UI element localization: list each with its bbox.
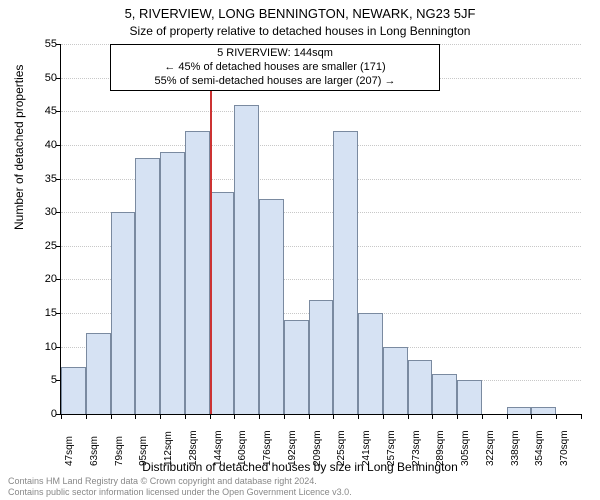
histogram-bar — [86, 333, 111, 414]
annotation-line1: 5 RIVERVIEW: 144sqm — [115, 47, 435, 61]
x-tick — [507, 414, 508, 419]
y-tick-label: 55 — [27, 38, 57, 50]
histogram-bar — [358, 313, 383, 414]
y-tick-label: 30 — [27, 206, 57, 218]
x-tick — [185, 414, 186, 419]
histogram-bar — [507, 407, 532, 414]
plot-area: 051015202530354045505547sqm63sqm79sqm95s… — [60, 44, 581, 415]
histogram-bar — [531, 407, 556, 414]
histogram-bar — [135, 158, 160, 414]
histogram-bar — [210, 192, 235, 414]
x-tick — [160, 414, 161, 419]
gridline — [61, 145, 581, 146]
histogram-bar — [160, 152, 185, 414]
histogram-bar — [284, 320, 309, 414]
y-tick-label: 20 — [27, 273, 57, 285]
x-tick — [556, 414, 557, 419]
chart-title-desc: Size of property relative to detached ho… — [0, 24, 600, 38]
annotation-line3: 55% of semi-detached houses are larger (… — [115, 75, 435, 89]
x-tick — [383, 414, 384, 419]
y-tick-label: 10 — [27, 341, 57, 353]
x-tick — [234, 414, 235, 419]
y-tick-label: 40 — [27, 139, 57, 151]
y-tick-label: 50 — [27, 72, 57, 84]
histogram-bar — [185, 131, 210, 414]
y-tick-label: 35 — [27, 173, 57, 185]
x-tick — [309, 414, 310, 419]
histogram-bar — [383, 347, 408, 414]
x-tick — [408, 414, 409, 419]
x-tick — [482, 414, 483, 419]
histogram-bar — [333, 131, 358, 414]
chart-title-address: 5, RIVERVIEW, LONG BENNINGTON, NEWARK, N… — [0, 6, 600, 21]
annotation-line2: ← 45% of detached houses are smaller (17… — [115, 61, 435, 75]
histogram-bar — [408, 360, 433, 414]
histogram-bar — [432, 374, 457, 414]
histogram-bar — [457, 380, 482, 414]
histogram-bar — [61, 367, 86, 414]
y-tick-label: 45 — [27, 105, 57, 117]
y-tick-label: 5 — [27, 374, 57, 386]
y-tick-label: 25 — [27, 240, 57, 252]
x-tick — [333, 414, 334, 419]
histogram-bar — [309, 300, 334, 414]
histogram-bar — [111, 212, 136, 414]
y-tick-label: 15 — [27, 307, 57, 319]
x-tick — [111, 414, 112, 419]
x-tick — [284, 414, 285, 419]
x-tick — [457, 414, 458, 419]
y-tick-label: 0 — [27, 408, 57, 420]
x-axis-label: Distribution of detached houses by size … — [0, 460, 600, 474]
x-tick — [358, 414, 359, 419]
histogram-bar — [234, 105, 259, 414]
x-tick — [86, 414, 87, 419]
gridline — [61, 111, 581, 112]
annotation-box: 5 RIVERVIEW: 144sqm ← 45% of detached ho… — [110, 44, 440, 91]
histogram-bar — [259, 199, 284, 414]
x-tick — [581, 414, 582, 419]
footer-attribution: Contains HM Land Registry data © Crown c… — [8, 476, 352, 498]
marker-line — [210, 44, 212, 414]
x-tick — [61, 414, 62, 419]
x-tick — [432, 414, 433, 419]
x-tick — [135, 414, 136, 419]
x-tick — [259, 414, 260, 419]
footer-line2: Contains public sector information licen… — [8, 487, 352, 498]
x-tick — [210, 414, 211, 419]
y-axis-label: Number of detached properties — [12, 65, 26, 230]
chart-container: 5, RIVERVIEW, LONG BENNINGTON, NEWARK, N… — [0, 0, 600, 500]
x-tick — [531, 414, 532, 419]
footer-line1: Contains HM Land Registry data © Crown c… — [8, 476, 352, 487]
